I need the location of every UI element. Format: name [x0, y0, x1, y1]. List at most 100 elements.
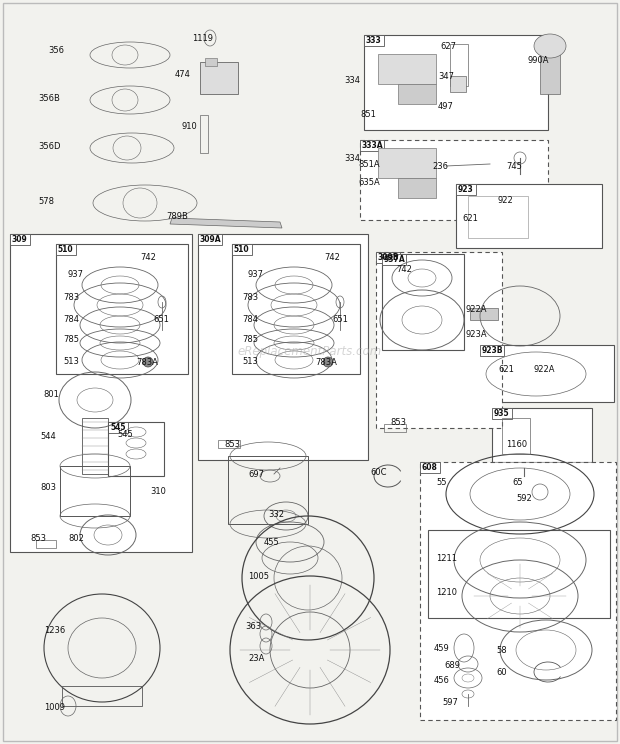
Bar: [376, 252, 400, 263]
Ellipse shape: [143, 357, 153, 367]
Text: 923: 923: [458, 185, 474, 194]
Text: 347: 347: [438, 72, 454, 81]
Text: 802: 802: [68, 534, 84, 543]
Bar: [198, 234, 222, 245]
Bar: [60, 466, 130, 516]
Bar: [480, 345, 504, 356]
Bar: [364, 35, 548, 130]
Bar: [218, 440, 240, 448]
Text: 922A: 922A: [534, 365, 556, 374]
Text: 608: 608: [422, 463, 438, 472]
Bar: [398, 178, 436, 198]
Bar: [502, 418, 530, 454]
Bar: [198, 234, 368, 460]
Bar: [232, 244, 360, 374]
Ellipse shape: [323, 357, 333, 367]
Text: 742: 742: [324, 253, 340, 262]
Bar: [364, 35, 384, 46]
Text: 910: 910: [181, 122, 197, 131]
Bar: [492, 408, 512, 419]
Bar: [450, 76, 466, 92]
Text: 23A: 23A: [248, 654, 264, 663]
Text: 356B: 356B: [38, 94, 60, 103]
Text: 60: 60: [496, 668, 507, 677]
Text: 334: 334: [344, 76, 360, 85]
Text: 1119: 1119: [192, 34, 213, 43]
Text: 689: 689: [444, 661, 460, 670]
Text: 784: 784: [242, 315, 258, 324]
Text: 621: 621: [462, 214, 478, 223]
Bar: [376, 252, 502, 428]
Text: 58: 58: [496, 646, 507, 655]
Text: 937: 937: [68, 270, 84, 279]
Text: 309B: 309B: [377, 253, 399, 262]
Text: 65: 65: [512, 478, 523, 487]
Bar: [450, 44, 468, 86]
Bar: [108, 422, 164, 476]
Text: 309A: 309A: [199, 235, 221, 244]
Text: 334: 334: [344, 154, 360, 163]
Text: 474: 474: [175, 70, 191, 79]
Text: 236: 236: [432, 162, 448, 171]
Text: 510: 510: [234, 245, 250, 254]
Ellipse shape: [534, 34, 566, 58]
Bar: [384, 424, 406, 432]
Bar: [10, 234, 30, 245]
Bar: [56, 244, 76, 255]
Bar: [228, 456, 308, 524]
Bar: [420, 462, 616, 720]
Text: 937A: 937A: [383, 255, 405, 264]
Bar: [382, 254, 464, 350]
Text: 745: 745: [506, 162, 522, 171]
Text: 783A: 783A: [136, 358, 158, 367]
Bar: [205, 58, 217, 66]
Text: 455: 455: [264, 538, 280, 547]
Text: 363: 363: [245, 622, 261, 631]
Bar: [470, 308, 498, 320]
Bar: [200, 62, 238, 94]
Text: 742: 742: [396, 265, 412, 274]
Text: 801: 801: [43, 390, 59, 399]
Text: 513: 513: [63, 357, 79, 366]
Text: 853: 853: [390, 418, 406, 427]
Text: 545: 545: [110, 423, 125, 432]
Text: 544: 544: [40, 432, 56, 441]
Text: 742: 742: [140, 253, 156, 262]
Text: 851A: 851A: [358, 160, 379, 169]
Text: 597: 597: [442, 698, 458, 707]
Bar: [36, 540, 56, 548]
Bar: [492, 408, 592, 462]
Text: 333A: 333A: [361, 141, 383, 150]
Text: 922A: 922A: [466, 305, 487, 314]
Text: 55: 55: [436, 478, 446, 487]
Text: 785: 785: [242, 335, 258, 344]
Text: 332: 332: [268, 510, 284, 519]
Bar: [62, 686, 142, 706]
Bar: [382, 254, 406, 265]
Bar: [232, 244, 252, 255]
Bar: [456, 184, 476, 195]
Text: 1236: 1236: [44, 626, 65, 635]
Text: 923B: 923B: [481, 346, 503, 355]
Text: 635A: 635A: [358, 178, 379, 187]
Bar: [56, 244, 188, 374]
Text: 784: 784: [63, 315, 79, 324]
Bar: [398, 84, 436, 104]
Text: 785: 785: [63, 335, 79, 344]
Text: 789B: 789B: [166, 212, 188, 221]
Text: 990A: 990A: [528, 56, 549, 65]
Text: 309: 309: [12, 235, 28, 244]
Text: 333: 333: [366, 36, 382, 45]
Text: 1009: 1009: [44, 703, 65, 712]
Text: 621: 621: [498, 365, 514, 374]
Text: 803: 803: [40, 483, 56, 492]
Text: 697: 697: [248, 470, 264, 479]
Text: 545: 545: [117, 430, 133, 439]
Text: 937: 937: [248, 270, 264, 279]
Bar: [456, 184, 602, 248]
Bar: [480, 345, 614, 402]
Bar: [200, 115, 208, 153]
Text: 651: 651: [332, 315, 348, 324]
Text: 459: 459: [434, 644, 450, 653]
Text: 783: 783: [242, 293, 258, 302]
